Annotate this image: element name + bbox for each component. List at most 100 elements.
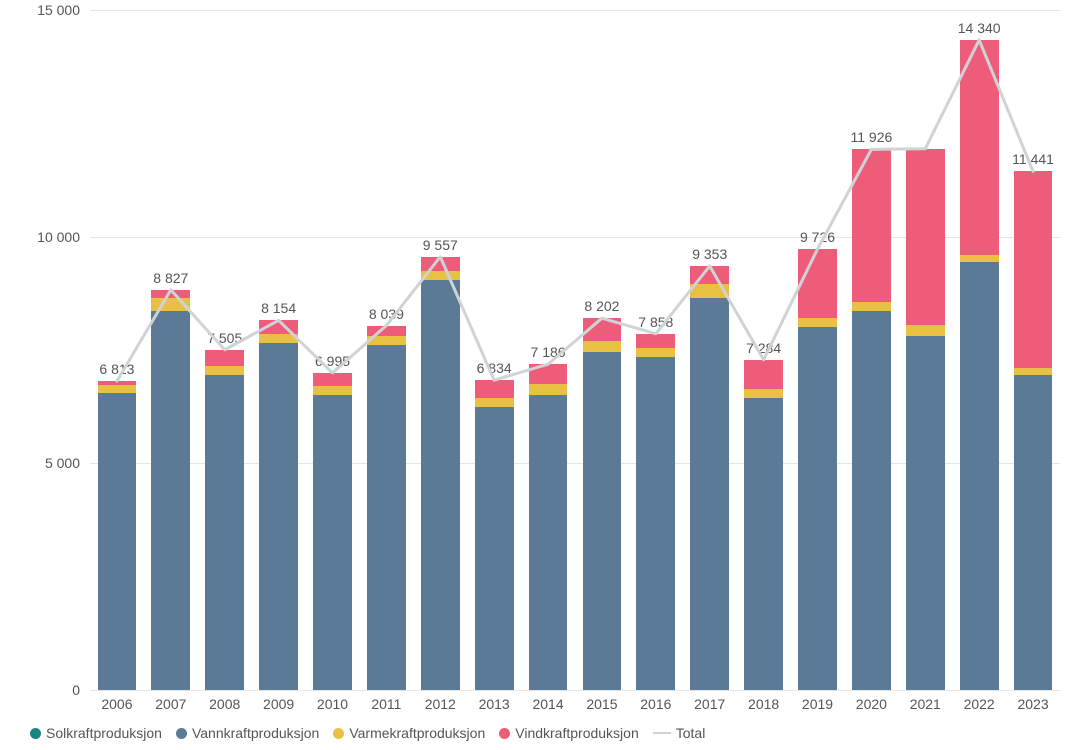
y-axis-tick-label: 15 000 xyxy=(37,2,90,18)
bar-segment-vind xyxy=(798,249,837,318)
bar-segment-vann xyxy=(205,375,244,690)
x-axis-tick-label: 2018 xyxy=(748,690,779,712)
bar-total-label: 8 827 xyxy=(153,270,188,286)
bar-group xyxy=(313,10,352,690)
bar-segment-vind xyxy=(852,149,891,302)
bar-group xyxy=(205,10,244,690)
x-axis-tick-label: 2008 xyxy=(209,690,240,712)
bar-total-label: 8 202 xyxy=(584,298,619,314)
bar-segment-varme xyxy=(205,366,244,375)
x-axis-tick-label: 2023 xyxy=(1017,690,1048,712)
bar-group xyxy=(259,10,298,690)
bar-segment-vind xyxy=(98,381,137,385)
bar-segment-vann xyxy=(852,311,891,690)
bar-segment-vind xyxy=(259,320,298,334)
bar-segment-varme xyxy=(583,341,622,352)
bar-segment-vann xyxy=(259,343,298,690)
bar-total-label: 9 353 xyxy=(692,246,727,262)
bar-segment-varme xyxy=(744,389,783,398)
bar-group xyxy=(690,10,729,690)
bar-total-label: 8 154 xyxy=(261,300,296,316)
x-axis-tick-label: 2007 xyxy=(155,690,186,712)
x-axis-tick-label: 2021 xyxy=(910,690,941,712)
legend-swatch-dot xyxy=(333,728,344,739)
bar-total-label: 9 557 xyxy=(423,237,458,253)
bar-total-label: 7 284 xyxy=(746,340,781,356)
bar-segment-vann xyxy=(798,327,837,690)
bar-group xyxy=(421,10,460,690)
bar-segment-vann xyxy=(313,395,352,690)
x-axis-tick-label: 2011 xyxy=(371,690,401,712)
bar-segment-vind xyxy=(205,350,244,366)
bar-segment-varme xyxy=(529,384,568,395)
bar-total-label: 14 340 xyxy=(958,20,1001,36)
x-axis-tick-label: 2012 xyxy=(425,690,456,712)
y-axis-tick-label: 10 000 xyxy=(37,229,90,245)
x-axis-tick-label: 2016 xyxy=(640,690,671,712)
bar-segment-varme xyxy=(798,318,837,327)
bar-segment-vind xyxy=(636,334,675,348)
y-axis-tick-label: 5 000 xyxy=(45,455,90,471)
bar-group xyxy=(98,10,137,690)
bar-group xyxy=(960,10,999,690)
bar-segment-vann xyxy=(151,311,190,690)
legend-label: Solkraftproduksjon xyxy=(46,725,162,741)
bar-total-label: 11 926 xyxy=(850,129,892,145)
bar-segment-vind xyxy=(960,40,999,255)
bar-segment-vann xyxy=(98,393,137,690)
bar-segment-varme xyxy=(98,385,137,393)
bar-group xyxy=(852,10,891,690)
bar-total-label: 9 726 xyxy=(800,229,835,245)
bar-segment-vind xyxy=(744,360,783,389)
plot-area: 05 00010 00015 0002006200720082009201020… xyxy=(90,10,1060,690)
x-axis-tick-label: 2010 xyxy=(317,690,348,712)
bar-segment-vind xyxy=(313,373,352,386)
legend-item: Varmekraftproduksjon xyxy=(333,725,485,741)
legend-swatch-dot xyxy=(499,728,510,739)
legend-item: Solkraftproduksjon xyxy=(30,725,162,741)
bar-segment-varme xyxy=(259,334,298,343)
bar-segment-vann xyxy=(475,407,514,690)
bar-group xyxy=(475,10,514,690)
bar-segment-vann xyxy=(960,262,999,690)
legend-label: Vannkraftproduksjon xyxy=(192,725,319,741)
bar-segment-vind xyxy=(690,266,729,284)
x-axis-tick-label: 2006 xyxy=(101,690,132,712)
bar-segment-varme xyxy=(906,325,945,336)
bar-segment-vann xyxy=(906,336,945,690)
bar-total-label: 6 813 xyxy=(99,361,134,377)
legend-swatch-dot xyxy=(30,728,41,739)
x-axis-tick-label: 2022 xyxy=(964,690,995,712)
bar-segment-varme xyxy=(1014,368,1053,375)
bar-segment-vann xyxy=(421,280,460,690)
legend-label: Vindkraftproduksjon xyxy=(515,725,638,741)
bar-total-label: 6 834 xyxy=(477,360,512,376)
x-axis-tick-label: 2017 xyxy=(694,690,725,712)
bar-segment-vind xyxy=(367,326,406,337)
bar-segment-vind xyxy=(151,290,190,298)
bar-group xyxy=(636,10,675,690)
bar-group xyxy=(906,10,945,690)
bar-group xyxy=(367,10,406,690)
bar-segment-vann xyxy=(744,398,783,690)
legend-swatch-line xyxy=(653,732,671,734)
bar-total-label: 11 441 xyxy=(1012,151,1054,167)
legend-label: Total xyxy=(676,725,706,741)
legend-swatch-dot xyxy=(176,728,187,739)
bar-group xyxy=(583,10,622,690)
bar-segment-vind xyxy=(583,318,622,341)
bar-segment-vann xyxy=(690,298,729,690)
energy-production-chart: 05 00010 00015 0002006200720082009201020… xyxy=(0,0,1072,750)
bar-total-label: 8 039 xyxy=(369,306,404,322)
legend-label: Varmekraftproduksjon xyxy=(349,725,485,741)
x-axis-tick-label: 2019 xyxy=(802,690,833,712)
legend-item: Total xyxy=(653,725,706,741)
bar-segment-vind xyxy=(1014,171,1053,368)
bar-segment-varme xyxy=(690,284,729,298)
bar-segment-vind xyxy=(475,380,514,397)
bar-segment-vann xyxy=(636,357,675,690)
bar-segment-varme xyxy=(636,348,675,357)
bar-segment-vann xyxy=(367,345,406,690)
bar-group xyxy=(798,10,837,690)
bar-segment-varme xyxy=(852,302,891,311)
